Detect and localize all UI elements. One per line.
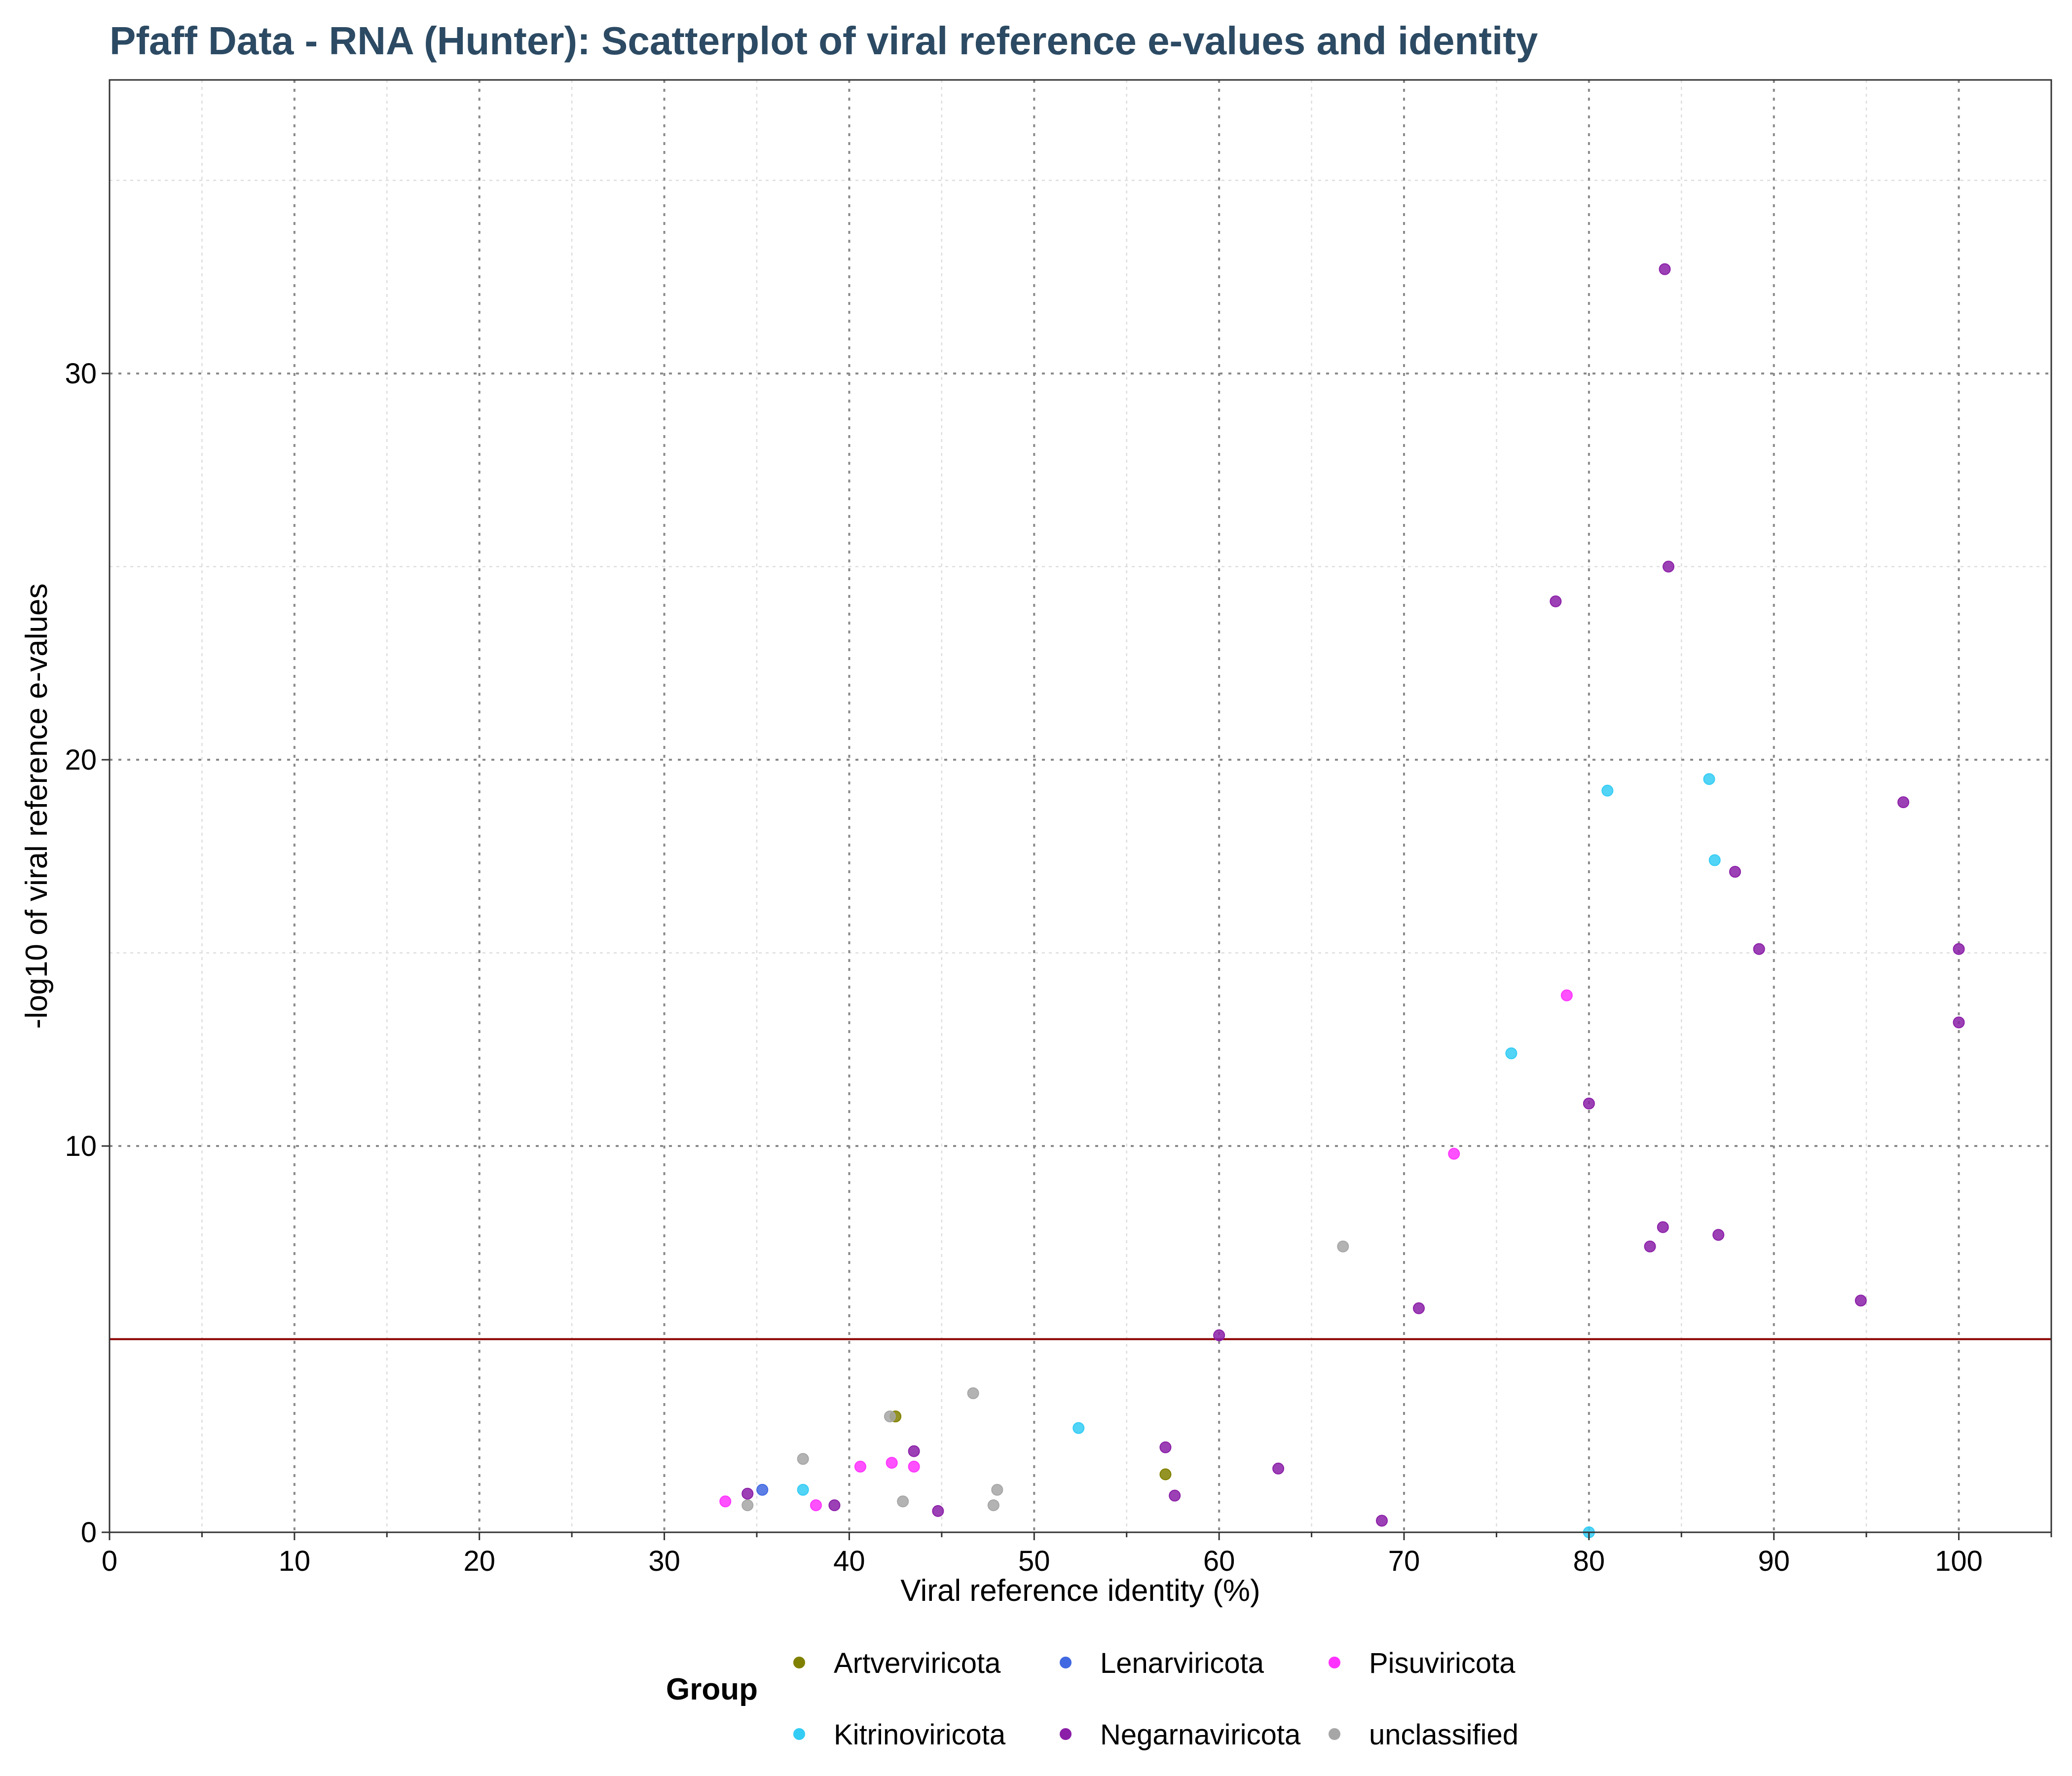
data-point <box>854 1460 866 1473</box>
x-tick-label: 30 <box>648 1545 680 1577</box>
data-point <box>991 1483 1003 1496</box>
data-point <box>1213 1329 1225 1341</box>
data-point <box>1644 1240 1656 1253</box>
data-point <box>828 1499 841 1512</box>
data-point <box>1073 1422 1085 1434</box>
axes: 0 10 20 30 40 50 60 70 80 90 100 0 10 20 30 <box>65 358 2052 1577</box>
chart-title: Pfaff Data - RNA (Hunter): Scatterplot o… <box>110 19 1538 63</box>
data-point <box>1337 1240 1349 1253</box>
data-point <box>1953 1016 1965 1029</box>
data-point <box>1601 784 1614 797</box>
x-tick-label: 0 <box>102 1545 117 1577</box>
data-point <box>1953 943 1965 955</box>
data-point <box>1272 1462 1285 1475</box>
legend-swatch <box>1329 1657 1340 1668</box>
data-point <box>1412 1302 1425 1314</box>
data-point <box>1583 1097 1595 1110</box>
x-tick-label: 70 <box>1388 1545 1420 1577</box>
data-point <box>1854 1295 1867 1307</box>
x-tick-label: 20 <box>463 1545 495 1577</box>
legend-label: Negarnaviricota <box>1100 1719 1301 1751</box>
legend-swatch <box>1060 1657 1072 1668</box>
y-tick-label: 10 <box>65 1130 97 1162</box>
x-tick-label: 50 <box>1018 1545 1050 1577</box>
data-point <box>908 1460 920 1473</box>
y-tick-label: 20 <box>65 744 97 776</box>
y-tick-label: 0 <box>81 1517 97 1549</box>
x-tick-label: 40 <box>833 1545 865 1577</box>
data-point <box>932 1505 944 1517</box>
data-point <box>908 1445 920 1457</box>
data-point <box>1169 1489 1181 1502</box>
legend-swatch <box>793 1728 805 1740</box>
data-point <box>741 1487 754 1500</box>
data-point <box>797 1453 809 1465</box>
data-point <box>1708 854 1721 866</box>
data-point <box>1560 989 1573 1001</box>
data-point <box>987 1499 999 1512</box>
y-axis-title: -log10 of viral reference e-values <box>20 584 54 1029</box>
legend-swatch <box>793 1657 805 1668</box>
data-point <box>897 1495 909 1508</box>
x-tick-label: 60 <box>1203 1545 1235 1577</box>
legend: Group Artverviricota Lenarviricota Pisuvir… <box>666 1647 1518 1751</box>
data-point <box>1897 796 1910 809</box>
data-point <box>1159 1468 1172 1480</box>
x-axis-title: Viral reference identity (%) <box>900 1574 1260 1608</box>
legend-label: unclassified <box>1369 1719 1518 1751</box>
data-point <box>1159 1441 1172 1453</box>
data-point <box>1657 1221 1669 1233</box>
data-point <box>1663 560 1675 573</box>
data-point <box>1448 1147 1460 1160</box>
data-point <box>741 1499 754 1512</box>
data-point <box>1376 1515 1388 1527</box>
legend-label: Lenarviricota <box>1100 1647 1264 1679</box>
legend-title: Group <box>666 1672 758 1706</box>
data-point <box>1659 263 1671 275</box>
data-point <box>967 1387 979 1400</box>
legend-label: Artverviricota <box>834 1647 1001 1679</box>
y-tick-label: 30 <box>65 358 97 390</box>
data-point <box>1729 866 1741 878</box>
data-point <box>756 1483 769 1496</box>
data-point <box>886 1457 898 1469</box>
legend-swatch <box>1329 1728 1340 1740</box>
data-point <box>1505 1047 1517 1060</box>
legend-label: Kitrinoviricota <box>834 1719 1006 1751</box>
plot-border <box>109 79 2052 1533</box>
x-tick-label: 10 <box>279 1545 311 1577</box>
data-point <box>1550 595 1562 608</box>
data-point <box>884 1410 896 1423</box>
x-tick-label: 80 <box>1573 1545 1605 1577</box>
data-point <box>810 1499 822 1512</box>
data-point <box>1753 943 1765 955</box>
data-point <box>1703 773 1715 785</box>
legend-label: Pisuviricota <box>1369 1647 1516 1679</box>
data-point <box>719 1495 732 1508</box>
legend-swatch <box>1060 1728 1072 1740</box>
data-point <box>1712 1229 1725 1241</box>
data-point <box>797 1483 809 1496</box>
x-tick-label: 90 <box>1758 1545 1790 1577</box>
x-tick-label: 100 <box>1935 1545 1983 1577</box>
data-points <box>719 263 1965 1538</box>
